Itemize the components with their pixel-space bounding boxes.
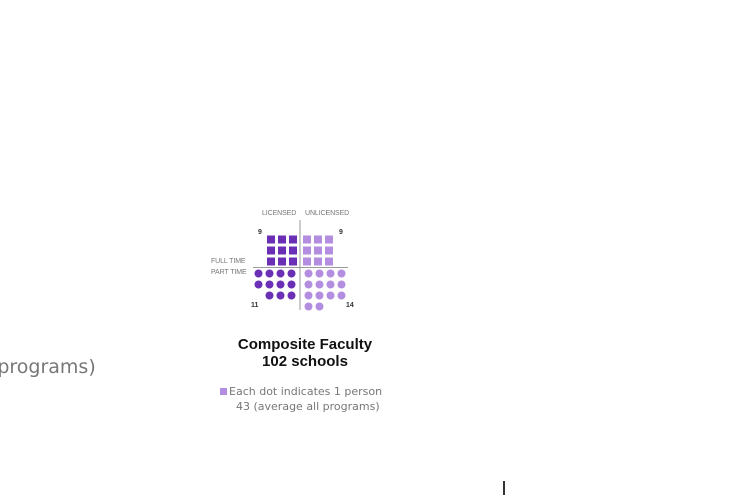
dot-full-time-unlicensed bbox=[314, 257, 322, 266]
dot-full-time-licensed bbox=[289, 257, 297, 266]
count-full-time-unlicensed: 9 bbox=[339, 229, 343, 236]
dot-part-time-licensed bbox=[287, 280, 296, 289]
dot-part-time-unlicensed bbox=[304, 302, 313, 311]
dot-part-time-licensed bbox=[265, 269, 274, 278]
dot-part-time-unlicensed bbox=[304, 280, 313, 289]
dot-full-time-unlicensed bbox=[314, 235, 322, 244]
dot-part-time-unlicensed bbox=[326, 291, 335, 300]
dot-full-time-licensed bbox=[278, 246, 286, 255]
row-label-part-time: PART TIME bbox=[211, 269, 247, 276]
dot-part-time-licensed bbox=[287, 269, 296, 278]
legend: Each dot indicates 1 person bbox=[220, 385, 382, 398]
dot-part-time-unlicensed bbox=[315, 302, 324, 311]
dot-part-time-unlicensed bbox=[337, 269, 346, 278]
dot-part-time-licensed bbox=[287, 291, 296, 300]
legend-text: Each dot indicates 1 person bbox=[229, 385, 383, 398]
column-label-licensed: LICENSED bbox=[262, 210, 297, 217]
dot-full-time-licensed bbox=[278, 257, 286, 266]
dot-part-time-unlicensed bbox=[304, 291, 313, 300]
dot-full-time-unlicensed bbox=[325, 235, 333, 244]
dot-full-time-licensed bbox=[267, 257, 275, 266]
average-note: 43 (average all programs) bbox=[236, 400, 380, 413]
dot-full-time-unlicensed bbox=[303, 246, 311, 255]
dot-part-time-licensed bbox=[276, 280, 285, 289]
count-part-time-unlicensed: 14 bbox=[346, 302, 354, 309]
dot-part-time-licensed bbox=[254, 269, 263, 278]
dot-full-time-licensed bbox=[289, 246, 297, 255]
column-label-unlicensed: UNLICENSED bbox=[305, 210, 350, 217]
dot-full-time-unlicensed bbox=[303, 257, 311, 266]
dot-matrix-chart bbox=[253, 220, 348, 311]
chart-title: Composite Faculty bbox=[237, 336, 373, 353]
chart-marks bbox=[254, 235, 346, 311]
dot-full-time-unlicensed bbox=[314, 246, 322, 255]
dot-part-time-licensed bbox=[265, 291, 274, 300]
dot-part-time-unlicensed bbox=[304, 269, 313, 278]
dot-part-time-unlicensed bbox=[337, 291, 346, 300]
dot-full-time-licensed bbox=[278, 235, 286, 244]
dot-part-time-unlicensed bbox=[337, 280, 346, 289]
dot-part-time-unlicensed bbox=[326, 280, 335, 289]
dot-part-time-licensed bbox=[276, 291, 285, 300]
dot-full-time-unlicensed bbox=[325, 257, 333, 266]
dot-part-time-unlicensed bbox=[315, 291, 324, 300]
chart-subtitle: 102 schools bbox=[262, 353, 348, 370]
count-full-time-licensed: 9 bbox=[258, 229, 262, 236]
divider-mark bbox=[503, 481, 505, 495]
dot-part-time-unlicensed bbox=[326, 269, 335, 278]
dot-part-time-licensed bbox=[265, 280, 274, 289]
legend-swatch-icon bbox=[220, 388, 227, 395]
dot-part-time-licensed bbox=[276, 269, 285, 278]
dot-full-time-licensed bbox=[289, 235, 297, 244]
row-label-full-time: FULL TIME bbox=[211, 258, 246, 265]
dot-part-time-unlicensed bbox=[315, 269, 324, 278]
dot-full-time-licensed bbox=[267, 246, 275, 255]
dot-full-time-unlicensed bbox=[303, 235, 311, 244]
count-part-time-licensed: 11 bbox=[251, 302, 259, 309]
dot-full-time-unlicensed bbox=[325, 246, 333, 255]
dot-part-time-unlicensed bbox=[315, 280, 324, 289]
dot-full-time-licensed bbox=[267, 235, 275, 244]
truncated-average-label: l programs) bbox=[0, 356, 96, 378]
dot-part-time-licensed bbox=[254, 280, 263, 289]
